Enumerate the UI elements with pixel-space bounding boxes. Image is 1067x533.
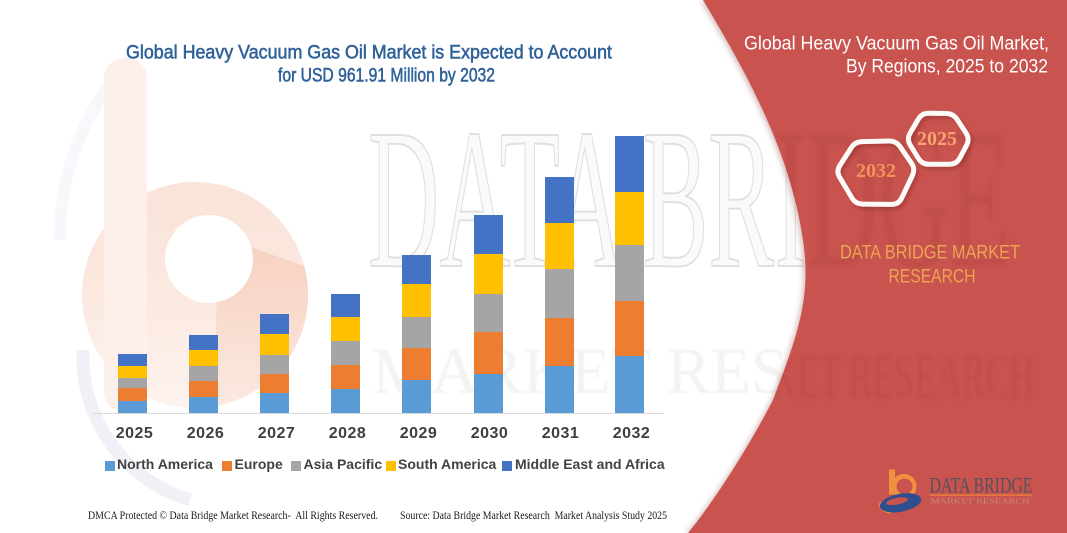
svg-text:DATA BRIDGE: DATA BRIDGE <box>930 473 1033 498</box>
svg-text:2032: 2032 <box>856 160 896 182</box>
svg-text:DMCA Protected © Data Bridge M: DMCA Protected © Data Bridge Market Rese… <box>88 510 378 522</box>
svg-text:By Regions, 2025 to 2032: By Regions, 2025 to 2032 <box>846 57 1048 78</box>
svg-text:for USD 961.91 Million by 2032: for USD 961.91 Million by 2032 <box>278 66 495 87</box>
svg-text:Global Heavy Vacuum Gas Oil Ma: Global Heavy Vacuum Gas Oil Market, <box>744 34 1049 55</box>
svg-text:Source: Data Bridge Market Res: Source: Data Bridge Market Research Mark… <box>400 510 667 522</box>
svg-text:2025: 2025 <box>917 128 957 150</box>
svg-text:MARKET RESEARCH: MARKET RESEARCH <box>931 497 1031 506</box>
svg-text:DATA BRIDGE MARKET: DATA BRIDGE MARKET <box>840 243 1020 264</box>
svg-text:RESEARCH: RESEARCH <box>889 267 976 288</box>
svg-text:Global Heavy Vacuum Gas Oil Ma: Global Heavy Vacuum Gas Oil Market is Ex… <box>126 43 613 64</box>
